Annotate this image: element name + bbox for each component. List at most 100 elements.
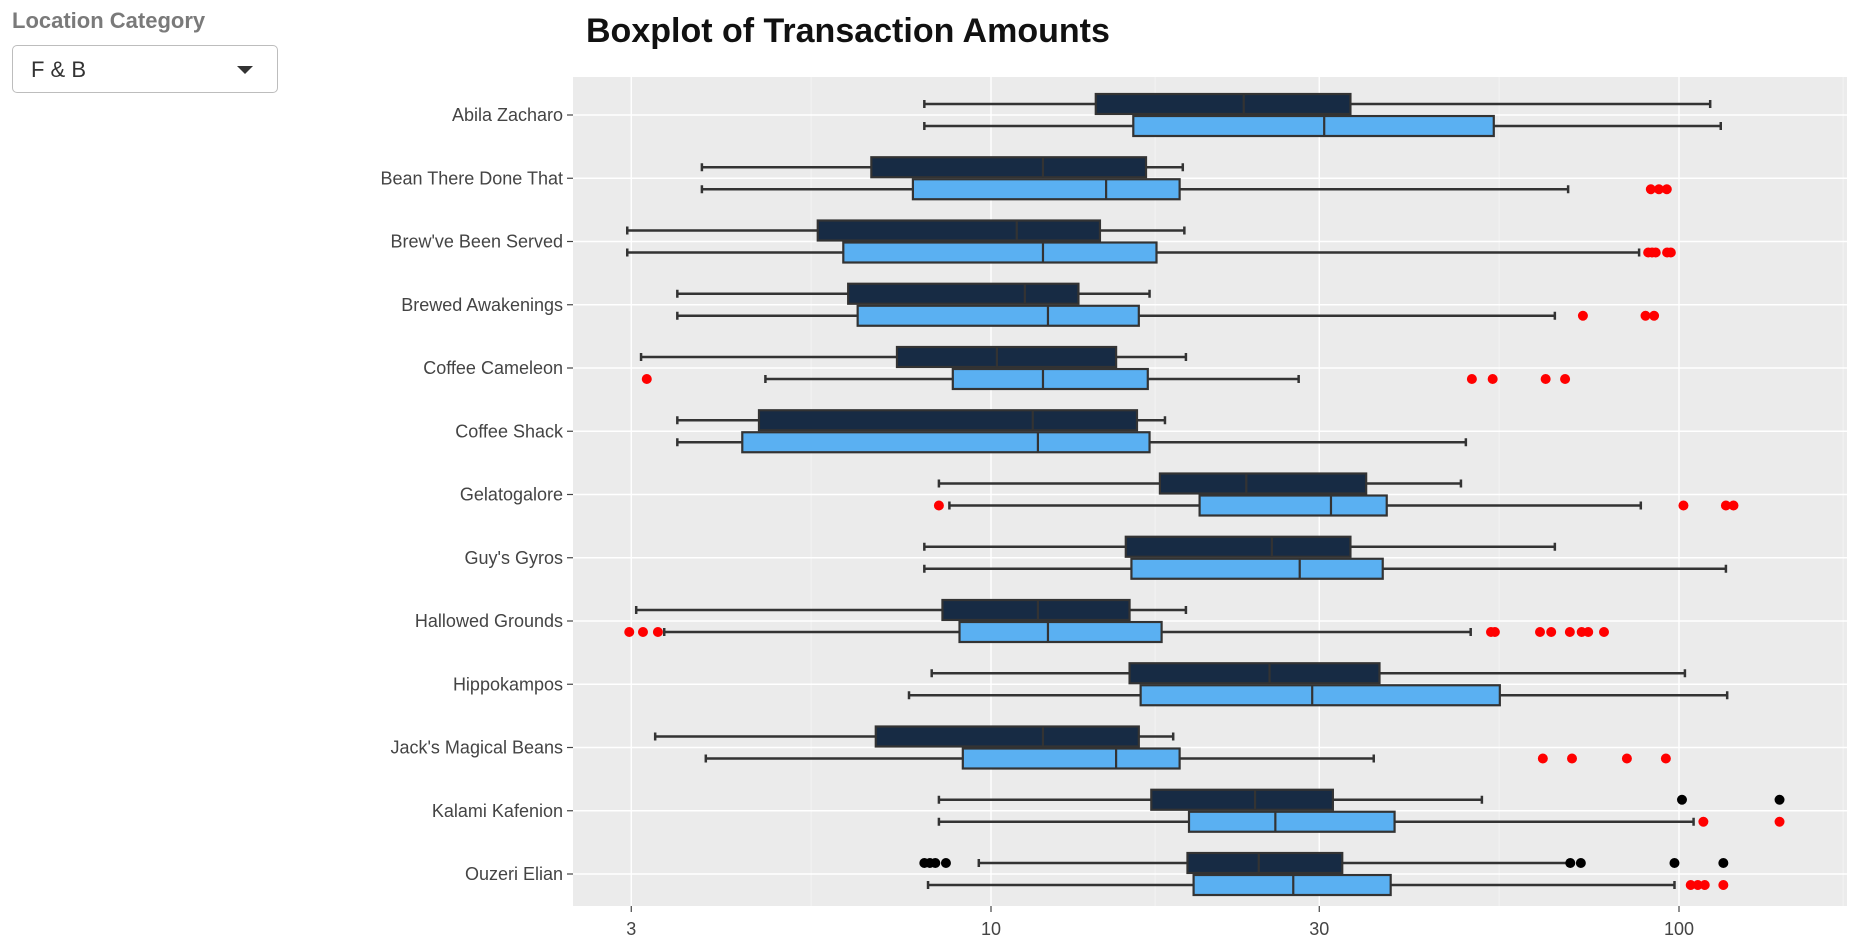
dark-outlier-point bbox=[1774, 794, 1785, 805]
light-outlier-point bbox=[1487, 374, 1498, 384]
light-outlier-point bbox=[641, 374, 652, 384]
dark-outlier-point bbox=[930, 858, 941, 868]
light-outlier-point bbox=[624, 627, 635, 637]
x-tick-label: 30 bbox=[1309, 919, 1329, 939]
dark-iqr-box bbox=[1150, 788, 1334, 811]
dark-iqr-box bbox=[1094, 92, 1352, 116]
dark-box-group bbox=[923, 92, 1712, 116]
chevron-down-icon bbox=[237, 66, 253, 74]
dark-box-group bbox=[639, 345, 1188, 369]
light-outlier-point bbox=[1567, 753, 1578, 764]
light-outlier-point bbox=[1640, 310, 1651, 321]
light-outlier-point bbox=[1660, 753, 1671, 764]
dark-iqr-box bbox=[1128, 662, 1381, 685]
light-outlier-point bbox=[637, 627, 648, 637]
light-outlier-point bbox=[1621, 753, 1632, 764]
dark-box-group bbox=[700, 156, 1185, 179]
location-category-select[interactable]: F & B bbox=[12, 45, 278, 93]
light-outlier-point bbox=[1685, 880, 1696, 890]
light-iqr-box bbox=[1192, 873, 1392, 897]
light-outlier-point bbox=[1583, 627, 1594, 637]
light-outlier-point bbox=[1774, 816, 1785, 827]
light-outlier-point bbox=[652, 627, 663, 637]
light-outlier-point bbox=[1718, 880, 1729, 890]
y-axis: Abila Zacharo Bean There Done That Brew've… bbox=[381, 105, 573, 884]
light-box-group bbox=[937, 810, 1785, 833]
light-box-group bbox=[700, 178, 1672, 201]
light-iqr-box bbox=[856, 304, 1140, 327]
light-box-group bbox=[923, 557, 1728, 580]
dark-box-group bbox=[625, 219, 1186, 242]
dark-box-group bbox=[930, 662, 1687, 685]
dark-iqr-box bbox=[941, 598, 1131, 622]
category-label: Brewed Awakenings bbox=[401, 295, 563, 315]
category-label: Abila Zacharo bbox=[452, 105, 563, 125]
category-label: Guy's Gyros bbox=[465, 548, 563, 568]
light-outlier-point bbox=[1598, 627, 1609, 637]
light-outlier-point bbox=[1649, 310, 1660, 321]
light-outlier-point bbox=[1564, 627, 1575, 637]
light-outlier-point bbox=[1577, 310, 1588, 321]
light-iqr-box bbox=[842, 241, 1158, 264]
dark-box-group bbox=[634, 598, 1188, 622]
light-outlier-point bbox=[933, 500, 944, 511]
light-iqr-box bbox=[961, 747, 1181, 770]
light-outlier-point bbox=[1645, 184, 1656, 195]
dark-outlier-point bbox=[1718, 858, 1729, 868]
dark-iqr-box bbox=[757, 409, 1139, 432]
grid-lines bbox=[573, 77, 1847, 906]
x-tick-label: 100 bbox=[1664, 919, 1694, 939]
dark-outlier-point bbox=[1565, 858, 1576, 868]
light-box-group bbox=[624, 620, 1609, 644]
light-outlier-point bbox=[1661, 184, 1672, 195]
light-outlier-point bbox=[1560, 374, 1571, 384]
light-outlier-point bbox=[1698, 816, 1709, 827]
category-label: Brew've Been Served bbox=[390, 232, 563, 252]
light-box-group bbox=[923, 114, 1723, 138]
category-label: Jack's Magical Beans bbox=[390, 738, 563, 758]
dark-outlier-point bbox=[940, 858, 951, 868]
dark-outlier-point bbox=[1669, 858, 1680, 868]
dark-box-group bbox=[919, 851, 1729, 875]
light-outlier-point bbox=[1489, 627, 1500, 637]
category-label: Kalami Kafenion bbox=[432, 801, 563, 821]
dark-iqr-box bbox=[895, 345, 1118, 369]
light-outlier-point bbox=[1653, 184, 1664, 195]
dark-box-group bbox=[676, 409, 1167, 432]
category-label: Gelatogalore bbox=[460, 485, 563, 505]
location-category-label: Location Category bbox=[12, 8, 206, 33]
light-outlier-point bbox=[1537, 753, 1548, 764]
light-outlier-point bbox=[1466, 374, 1477, 384]
light-outlier-point bbox=[1720, 500, 1731, 511]
location-category-value: F & B bbox=[31, 57, 87, 82]
dark-iqr-box bbox=[1186, 851, 1344, 875]
light-box-group bbox=[676, 304, 1660, 327]
light-iqr-box bbox=[741, 431, 1151, 454]
light-box-group bbox=[641, 367, 1571, 391]
dark-box-group bbox=[676, 282, 1151, 305]
light-box-group bbox=[676, 431, 1468, 454]
category-label: Coffee Cameleon bbox=[423, 358, 563, 378]
dark-box-group bbox=[937, 788, 1785, 811]
chart-title: Boxplot of Transaction Amounts bbox=[586, 12, 1110, 50]
category-label: Coffee Shack bbox=[455, 421, 564, 441]
category-label: Ouzeri Elian bbox=[465, 864, 563, 884]
light-box-group bbox=[933, 494, 1739, 517]
light-outlier-point bbox=[1728, 500, 1739, 511]
light-outlier-point bbox=[1650, 247, 1661, 258]
light-outlier-point bbox=[1546, 627, 1557, 637]
light-iqr-box bbox=[911, 178, 1181, 201]
light-iqr-box bbox=[1132, 114, 1495, 138]
plot-marks bbox=[624, 92, 1785, 897]
category-label: Bean There Done That bbox=[381, 168, 563, 188]
light-outlier-point bbox=[1534, 627, 1545, 637]
x-axis: 3 10 30 100 bbox=[626, 906, 1694, 939]
light-iqr-box bbox=[951, 367, 1149, 391]
dark-iqr-box bbox=[1158, 472, 1368, 495]
dark-box-group bbox=[923, 535, 1557, 558]
light-outlier-point bbox=[1678, 500, 1689, 511]
dark-box-group bbox=[653, 725, 1175, 748]
light-iqr-box bbox=[1139, 684, 1501, 707]
dark-iqr-box bbox=[816, 219, 1102, 242]
